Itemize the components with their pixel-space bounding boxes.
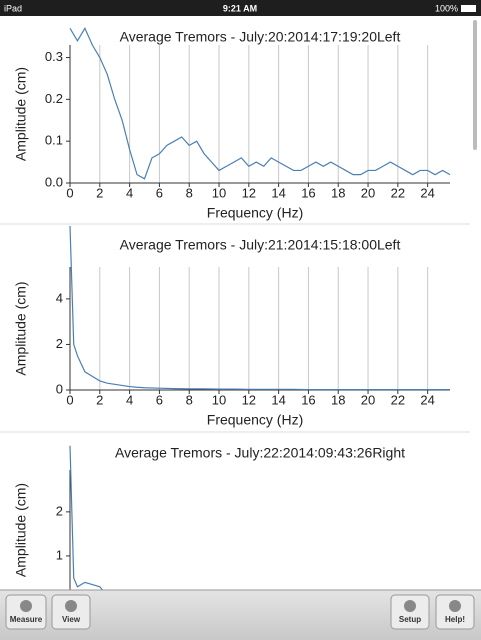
y-tick-label: 0.1 xyxy=(45,133,63,148)
x-tick-label: 22 xyxy=(391,392,405,407)
button-label: Setup xyxy=(399,615,421,624)
battery-icon xyxy=(461,5,476,12)
x-tick-label: 2 xyxy=(96,185,103,200)
x-tick-label: 10 xyxy=(212,185,226,200)
x-axis-label: Frequency (Hz) xyxy=(207,205,303,221)
status-bar xyxy=(0,0,481,16)
x-tick-label: 6 xyxy=(156,392,163,407)
x-tick-label: 12 xyxy=(242,185,256,200)
x-tick-label: 12 xyxy=(242,392,256,407)
x-tick-label: 4 xyxy=(126,185,133,200)
x-tick-label: 20 xyxy=(361,392,375,407)
chart-title: Average Tremors - July:21:2014:15:18:00L… xyxy=(120,237,401,253)
battery-level: 100% xyxy=(435,3,458,13)
x-axis-label: Frequency (Hz) xyxy=(207,412,303,428)
y-tick-label: 1 xyxy=(56,547,63,562)
x-tick-label: 14 xyxy=(271,185,285,200)
charts: Average Tremors - July:20:2014:17:19:20L… xyxy=(0,26,470,600)
data-line xyxy=(69,26,451,180)
x-tick-label: 22 xyxy=(391,185,405,200)
scrollbar xyxy=(473,20,477,150)
x-tick-label: 18 xyxy=(331,392,345,407)
y-axis-label: Amplitude (cm) xyxy=(13,483,29,577)
y-axis-label: Amplitude (cm) xyxy=(13,281,29,375)
x-tick-label: 8 xyxy=(186,392,193,407)
x-tick-label: 14 xyxy=(271,392,285,407)
data-line xyxy=(69,225,450,391)
measure-button[interactable]: Measure xyxy=(5,594,47,630)
button-label: View xyxy=(62,615,81,624)
x-tick-label: 18 xyxy=(331,185,345,200)
y-tick-label: 4 xyxy=(56,290,63,305)
x-tick-label: 8 xyxy=(186,185,193,200)
y-axis-label: Amplitude (cm) xyxy=(13,67,29,161)
setup-button[interactable]: Setup xyxy=(390,594,430,630)
button-label: Help! xyxy=(445,615,465,624)
y-tick-label: 0.3 xyxy=(45,49,63,64)
x-tick-label: 10 xyxy=(212,392,226,407)
x-tick-label: 16 xyxy=(301,185,315,200)
y-tick-label: 2 xyxy=(56,336,63,351)
y-tick-label: 2 xyxy=(56,503,63,518)
x-tick-label: 4 xyxy=(126,392,133,407)
chart-title: Average Tremors - July:22:2014:09:43:26R… xyxy=(115,445,405,461)
data-line xyxy=(69,445,450,600)
x-tick-label: 0 xyxy=(66,185,73,200)
x-tick-label: 6 xyxy=(156,185,163,200)
y-tick-label: 0.0 xyxy=(45,174,63,189)
clock: 9:21 AM xyxy=(223,3,257,13)
help-button[interactable]: Help! xyxy=(435,594,475,630)
x-tick-label: 24 xyxy=(420,185,434,200)
button-label: Measure xyxy=(10,615,43,624)
view-button[interactable]: View xyxy=(51,594,91,630)
device-name: iPad xyxy=(4,3,22,13)
x-tick-label: 0 xyxy=(66,392,73,407)
x-tick-label: 16 xyxy=(301,392,315,407)
y-tick-label: 0.2 xyxy=(45,91,63,106)
chart-title: Average Tremors - July:20:2014:17:19:20L… xyxy=(120,29,401,45)
x-tick-label: 24 xyxy=(420,392,434,407)
x-tick-label: 20 xyxy=(361,185,375,200)
y-tick-label: 0 xyxy=(56,381,63,396)
x-tick-label: 2 xyxy=(96,392,103,407)
